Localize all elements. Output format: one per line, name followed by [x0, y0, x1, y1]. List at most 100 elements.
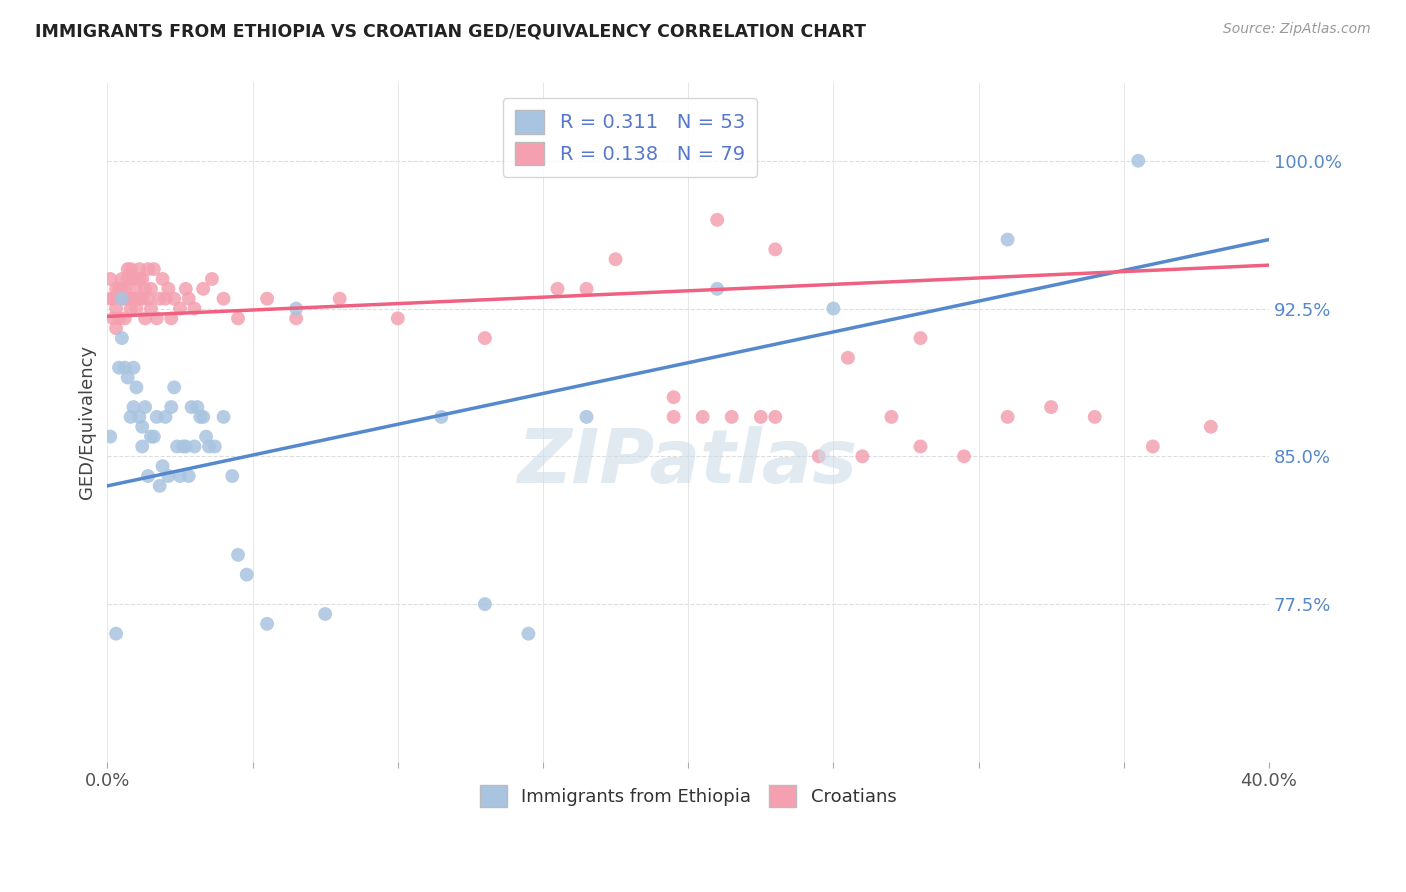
- Point: [163, 380, 186, 394]
- Point: [256, 616, 278, 631]
- Point: [575, 409, 598, 424]
- Point: [706, 212, 728, 227]
- Point: [547, 282, 569, 296]
- Point: [517, 626, 540, 640]
- Point: [720, 409, 742, 424]
- Point: [226, 548, 249, 562]
- Point: [131, 440, 153, 454]
- Point: [193, 282, 215, 296]
- Point: [997, 233, 1019, 247]
- Point: [953, 450, 976, 464]
- Point: [111, 272, 134, 286]
- Point: [763, 409, 786, 424]
- Point: [174, 440, 197, 454]
- Point: [131, 419, 153, 434]
- Point: [221, 469, 243, 483]
- Point: [139, 429, 162, 443]
- Point: [134, 400, 156, 414]
- Point: [111, 331, 134, 345]
- Point: [174, 282, 197, 296]
- Point: [139, 282, 162, 296]
- Point: [152, 459, 174, 474]
- Point: [163, 292, 186, 306]
- Point: [108, 311, 131, 326]
- Point: [155, 292, 177, 306]
- Y-axis label: GED/Equivalency: GED/Equivalency: [79, 345, 96, 499]
- Point: [117, 370, 139, 384]
- Point: [111, 292, 134, 306]
- Point: [172, 440, 194, 454]
- Point: [807, 450, 830, 464]
- Point: [108, 282, 131, 296]
- Point: [749, 409, 772, 424]
- Point: [212, 292, 235, 306]
- Point: [706, 282, 728, 296]
- Point: [285, 301, 308, 316]
- Point: [120, 262, 142, 277]
- Point: [329, 292, 352, 306]
- Point: [1199, 419, 1222, 434]
- Point: [105, 321, 128, 335]
- Point: [128, 272, 150, 286]
- Legend: Immigrants from Ethiopia, Croatians: Immigrants from Ethiopia, Croatians: [472, 778, 904, 814]
- Point: [997, 409, 1019, 424]
- Point: [142, 429, 165, 443]
- Point: [256, 292, 278, 306]
- Point: [160, 400, 183, 414]
- Point: [122, 360, 145, 375]
- Point: [128, 409, 150, 424]
- Point: [108, 360, 131, 375]
- Point: [692, 409, 714, 424]
- Point: [880, 409, 903, 424]
- Point: [166, 440, 188, 454]
- Point: [98, 292, 121, 306]
- Point: [195, 429, 218, 443]
- Point: [117, 262, 139, 277]
- Point: [605, 252, 627, 267]
- Point: [430, 409, 453, 424]
- Point: [152, 272, 174, 286]
- Point: [136, 292, 159, 306]
- Point: [103, 292, 125, 306]
- Point: [212, 409, 235, 424]
- Point: [117, 292, 139, 306]
- Point: [149, 479, 172, 493]
- Point: [114, 282, 136, 296]
- Point: [177, 469, 200, 483]
- Point: [105, 626, 128, 640]
- Point: [145, 311, 167, 326]
- Point: [763, 243, 786, 257]
- Point: [1142, 440, 1164, 454]
- Point: [128, 292, 150, 306]
- Point: [149, 292, 172, 306]
- Point: [823, 301, 845, 316]
- Point: [120, 301, 142, 316]
- Point: [125, 380, 148, 394]
- Point: [125, 282, 148, 296]
- Point: [180, 400, 202, 414]
- Point: [157, 282, 180, 296]
- Point: [662, 409, 685, 424]
- Point: [1040, 400, 1063, 414]
- Point: [314, 607, 336, 621]
- Point: [120, 292, 142, 306]
- Point: [160, 311, 183, 326]
- Point: [105, 301, 128, 316]
- Point: [169, 301, 191, 316]
- Point: [122, 400, 145, 414]
- Point: [134, 282, 156, 296]
- Point: [114, 360, 136, 375]
- Point: [1084, 409, 1107, 424]
- Point: [111, 292, 134, 306]
- Point: [131, 272, 153, 286]
- Point: [117, 272, 139, 286]
- Point: [851, 450, 873, 464]
- Point: [136, 469, 159, 483]
- Point: [136, 262, 159, 277]
- Point: [474, 331, 496, 345]
- Point: [139, 301, 162, 316]
- Point: [157, 469, 180, 483]
- Text: Source: ZipAtlas.com: Source: ZipAtlas.com: [1223, 22, 1371, 37]
- Point: [236, 567, 259, 582]
- Point: [103, 311, 125, 326]
